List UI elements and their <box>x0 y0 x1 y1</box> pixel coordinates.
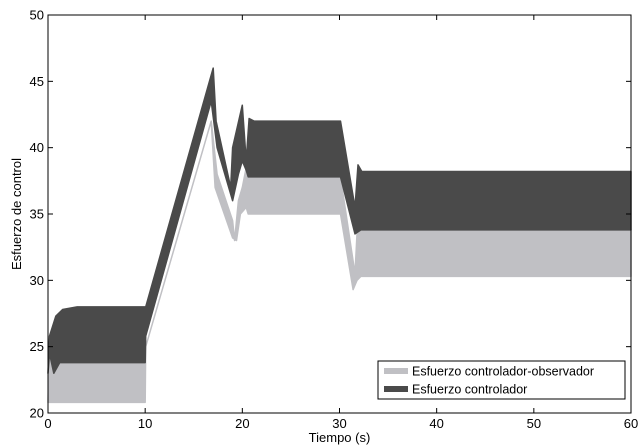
y-tick-label: 45 <box>30 74 44 89</box>
x-axis-label: Tiempo (s) <box>309 430 371 445</box>
legend-box <box>377 360 626 400</box>
x-tick-label: 40 <box>429 416 443 431</box>
x-tick-label: 60 <box>624 416 638 431</box>
legend-label-controlador: Esfuerzo controlador <box>412 383 527 397</box>
y-tick-label: 50 <box>30 8 44 23</box>
x-tick-label: 10 <box>138 416 152 431</box>
x-tick-label: 0 <box>44 416 51 431</box>
x-tick-label: 50 <box>527 416 541 431</box>
legend-label-controlador-observador: Esfuerzo controlador-observador <box>412 365 594 379</box>
ticks-layer: 0 10 20 30 40 50 60 20 25 30 35 40 45 50 <box>30 8 639 432</box>
y-tick-label: 35 <box>30 207 44 222</box>
y-tick-label: 40 <box>30 140 44 155</box>
y-tick-label: 30 <box>30 273 44 288</box>
legend: Esfuerzo controlador-observador Esfuerzo… <box>377 360 626 400</box>
y-tick-label: 20 <box>30 406 44 421</box>
x-tick-label: 30 <box>332 416 346 431</box>
x-tick-label: 20 <box>235 416 249 431</box>
series-band-1 <box>47 67 632 374</box>
series-layer <box>47 67 632 404</box>
y-axis-label: Esfuerzo de control <box>9 158 24 270</box>
y-tick-label: 25 <box>30 339 44 354</box>
